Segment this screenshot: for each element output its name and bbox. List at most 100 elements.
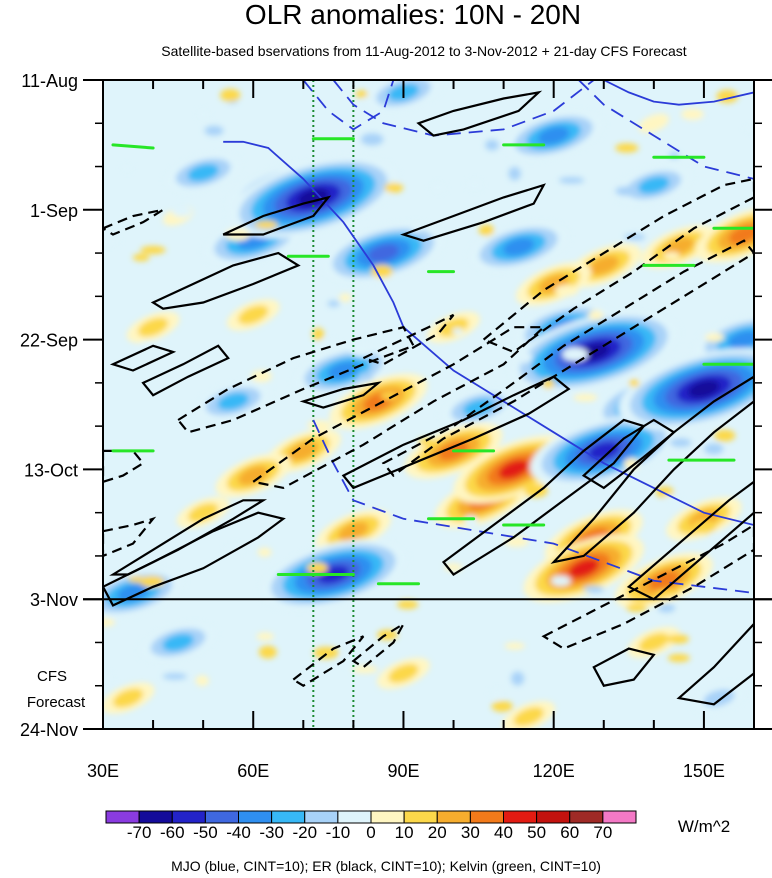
y-tick-label: 11-Aug xyxy=(21,71,78,91)
y-axis: 11-Aug 1-Sep 22-Sep 13-Oct 3-Nov 24-Nov xyxy=(20,71,772,740)
anomaly-speckle xyxy=(162,673,187,680)
anomaly-speckle xyxy=(623,458,640,470)
anomaly-speckle xyxy=(397,599,419,610)
er-contour xyxy=(109,344,177,372)
anomaly-speckle xyxy=(254,220,278,229)
anomaly-speckle xyxy=(140,340,167,348)
anomaly-blob xyxy=(137,317,169,337)
er-contour xyxy=(676,622,754,706)
anomaly-speckle xyxy=(704,443,724,455)
anomaly-blob xyxy=(688,380,720,398)
anomaly-speckle xyxy=(371,264,393,278)
er-contour xyxy=(109,499,268,576)
anomaly-speckle xyxy=(573,393,598,402)
anomaly-speckle xyxy=(358,372,373,382)
anomaly-blob xyxy=(728,330,754,349)
x-tick-label: 30E xyxy=(87,761,119,781)
colorbar-label: 70 xyxy=(593,823,612,842)
colorbar-label: 60 xyxy=(560,823,579,842)
anomaly-speckle xyxy=(744,125,754,132)
er-contour xyxy=(250,326,547,490)
anomaly-speckle xyxy=(485,139,499,151)
anomaly-speckle xyxy=(312,327,325,341)
anomaly-speckle xyxy=(490,688,504,700)
anomaly-speckle xyxy=(341,653,352,668)
anomaly-speckle xyxy=(562,347,588,362)
anomaly-speckle xyxy=(121,165,133,172)
anomaly-blob xyxy=(663,237,695,257)
colorbar-label: -50 xyxy=(193,823,218,842)
er-contour xyxy=(541,523,754,650)
anomaly-speckle xyxy=(220,88,241,102)
forecast-label-line-1: CFS xyxy=(37,668,67,685)
forecast-label-line-2: Forecast xyxy=(27,694,86,711)
anomaly-speckle xyxy=(657,603,676,613)
y-tick-label: 24-Nov xyxy=(20,720,78,740)
chart-subtitle: Satellite-based bservations from 11-Aug-… xyxy=(161,43,687,59)
er-contour xyxy=(416,90,543,137)
anomaly-speckle xyxy=(655,589,679,597)
anomaly-field-blur xyxy=(103,80,754,729)
plot-area xyxy=(103,80,754,729)
anomaly-blob xyxy=(187,163,219,182)
anomaly-blob xyxy=(217,392,249,411)
anomaly-speckle xyxy=(349,343,373,358)
colorbar-units: W/m^2 xyxy=(678,817,730,836)
mjo-contour xyxy=(578,80,754,180)
colorbar-swatch xyxy=(370,810,405,824)
colorbar-swatch xyxy=(503,810,538,824)
anomaly-speckle xyxy=(139,575,165,588)
plot-frame xyxy=(102,79,755,730)
anomaly-speckle xyxy=(588,310,604,321)
anomaly-blob xyxy=(367,244,400,262)
colorbar-label: 10 xyxy=(395,823,414,842)
colorbar: -70 -60 -50 -40 -30 -20 -10 0 10 20 30 40 50 60 70 xyxy=(105,810,637,842)
anomaly-speckle xyxy=(709,531,730,538)
anomaly-blob xyxy=(513,707,544,727)
anomaly-speckle xyxy=(681,108,704,120)
anomaly-speckle xyxy=(524,483,548,498)
kelvin-contours xyxy=(111,137,754,586)
colorbar-label: 0 xyxy=(366,823,375,842)
anomaly-speckle xyxy=(511,671,525,686)
anomaly-blob xyxy=(638,113,669,133)
er-contour xyxy=(626,480,754,601)
er-contour xyxy=(581,418,676,490)
x-tick-label: 120E xyxy=(533,761,575,781)
anomaly-blob xyxy=(648,571,679,591)
anomaly-speckle xyxy=(103,672,114,683)
anomaly-speckle xyxy=(417,437,436,446)
mjo-contour xyxy=(312,419,754,594)
er-contour xyxy=(141,344,230,397)
anomaly-field xyxy=(103,80,754,729)
colorbar-label: -70 xyxy=(127,823,152,842)
anomaly-speckle xyxy=(306,562,328,574)
er-contour xyxy=(550,375,754,564)
colorbar-label: -60 xyxy=(160,823,185,842)
anomaly-speckle xyxy=(103,618,116,627)
anomaly-speckle xyxy=(452,327,464,335)
anomaly-speckle xyxy=(320,338,340,351)
anomaly-speckle xyxy=(669,438,692,447)
anomaly-speckle xyxy=(250,370,272,383)
er-contour xyxy=(341,375,571,490)
colorbar-swatch xyxy=(436,810,471,824)
anomaly-blob xyxy=(288,441,319,461)
anomaly-speckle xyxy=(558,177,585,184)
anomaly-blob xyxy=(117,584,149,602)
anomaly-speckle xyxy=(464,515,478,527)
colorbar-swatch xyxy=(238,810,273,824)
anomaly-speckle xyxy=(307,420,332,430)
anomaly-speckle xyxy=(360,133,384,146)
colorbar-label: -30 xyxy=(259,823,284,842)
er-contour xyxy=(150,251,301,310)
anomaly-blob xyxy=(297,188,329,207)
colorbar-swatch xyxy=(304,810,339,824)
er-contour xyxy=(481,177,754,354)
anomaly-speckle xyxy=(351,665,378,674)
x-axis: 30E 60E 90E 120E 150E xyxy=(87,80,755,781)
anomaly-blob xyxy=(388,663,419,683)
y-tick-label: 1-Sep xyxy=(30,201,78,221)
anomaly-speckle xyxy=(714,429,736,442)
